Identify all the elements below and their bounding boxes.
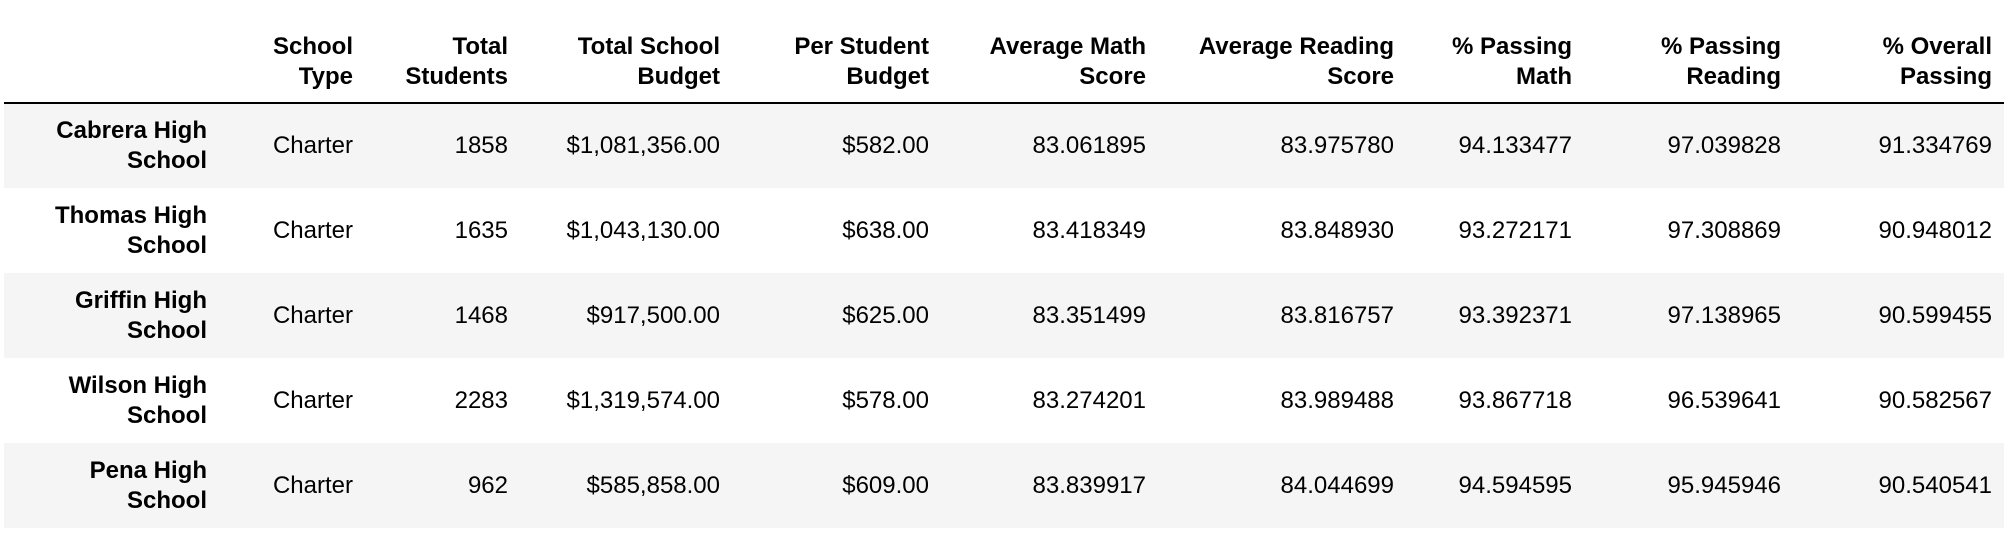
cell-school-type: Charter — [272, 386, 353, 414]
header-row: School Type Total Students Total School Bud… — [4, 0, 2004, 104]
table-row: Pena High School Charter 962 $585,858.00 … — [4, 443, 2004, 528]
row-index-label: Wilson High School — [68, 371, 207, 429]
cell-avg-math: 83.418349 — [1032, 216, 1146, 244]
column-header: Per Student Budget — [732, 0, 941, 104]
cell-total-students: 2283 — [454, 386, 508, 414]
cell-school-type: Charter — [272, 132, 353, 159]
cell-pct-reading: 95.945946 — [1667, 471, 1781, 499]
column-header: School Type — [219, 0, 365, 104]
cell-school-type: Charter — [272, 301, 353, 329]
cell-pct-math: 93.272171 — [1458, 216, 1572, 244]
cell-total-students: 1858 — [454, 132, 508, 159]
cell-pct-reading: 97.308869 — [1667, 216, 1781, 244]
cell-total-budget: $585,858.00 — [586, 471, 720, 499]
column-header: % Passing Reading — [1584, 0, 1793, 104]
cell-avg-reading: 83.975780 — [1280, 132, 1394, 159]
cell-per-student-budget: $609.00 — [842, 471, 929, 499]
cell-pct-math: 93.867718 — [1458, 386, 1572, 414]
cell-avg-reading: 83.989488 — [1280, 386, 1394, 414]
cell-avg-math: 83.061895 — [1032, 132, 1146, 159]
cell-pct-overall: 90.540541 — [1878, 471, 1992, 499]
cell-per-student-budget: $625.00 — [842, 301, 929, 329]
cell-total-budget: $917,500.00 — [586, 301, 720, 329]
cell-pct-overall: 90.599455 — [1878, 301, 1992, 329]
cell-total-budget: $1,043,130.00 — [566, 216, 720, 244]
school-summary-table: School Type Total Students Total School Bud… — [4, 0, 2004, 528]
column-header: % Passing Math — [1406, 0, 1584, 104]
index-header — [4, 0, 219, 104]
column-header: Average Reading Score — [1158, 0, 1406, 104]
row-index-label: Cabrera High School — [56, 117, 207, 174]
column-header: % Overall Passing — [1793, 0, 2004, 104]
cell-per-student-budget: $578.00 — [842, 386, 929, 414]
table-row: Griffin High School Charter 1468 $917,500… — [4, 273, 2004, 358]
cell-total-budget: $1,319,574.00 — [566, 386, 720, 414]
column-header: Total School Budget — [520, 0, 732, 104]
cell-avg-reading: 84.044699 — [1280, 471, 1394, 499]
cell-per-student-budget: $638.00 — [842, 216, 929, 244]
row-index-label: Thomas High School — [54, 201, 207, 259]
row-index-label: Griffin High School — [75, 286, 207, 344]
column-header: Total Students — [365, 0, 520, 104]
cell-total-budget: $1,081,356.00 — [566, 132, 720, 159]
cell-pct-overall: 90.582567 — [1878, 386, 1992, 414]
row-index-label: Pena High School — [89, 456, 207, 514]
cell-pct-overall: 90.948012 — [1878, 216, 1992, 244]
cell-pct-math: 94.594595 — [1458, 471, 1572, 499]
cell-pct-overall: 91.334769 — [1878, 132, 1992, 159]
cell-pct-reading: 97.138965 — [1667, 301, 1781, 329]
cell-total-students: 962 — [467, 471, 508, 499]
cell-per-student-budget: $582.00 — [842, 132, 929, 159]
cell-total-students: 1635 — [454, 216, 508, 244]
cell-total-students: 1468 — [454, 301, 508, 329]
cell-avg-reading: 83.848930 — [1280, 216, 1394, 244]
cell-school-type: Charter — [272, 216, 353, 244]
cell-pct-reading: 96.539641 — [1667, 386, 1781, 414]
cell-pct-math: 94.133477 — [1458, 132, 1572, 159]
cell-school-type: Charter — [272, 471, 353, 499]
cell-avg-math: 83.274201 — [1032, 386, 1146, 414]
cell-pct-reading: 97.039828 — [1667, 132, 1781, 159]
cell-avg-math: 83.839917 — [1032, 471, 1146, 499]
cell-pct-math: 93.392371 — [1458, 301, 1572, 329]
table-row: Thomas High School Charter 1635 $1,043,13… — [4, 188, 2004, 273]
column-header: Average Math Score — [941, 0, 1158, 104]
table-row: Wilson High School Charter 2283 $1,319,57… — [4, 358, 2004, 443]
table-row: Cabrera High School Charter 1858 $1,081,3… — [4, 103, 2004, 188]
cell-avg-math: 83.351499 — [1032, 301, 1146, 329]
cell-avg-reading: 83.816757 — [1280, 301, 1394, 329]
